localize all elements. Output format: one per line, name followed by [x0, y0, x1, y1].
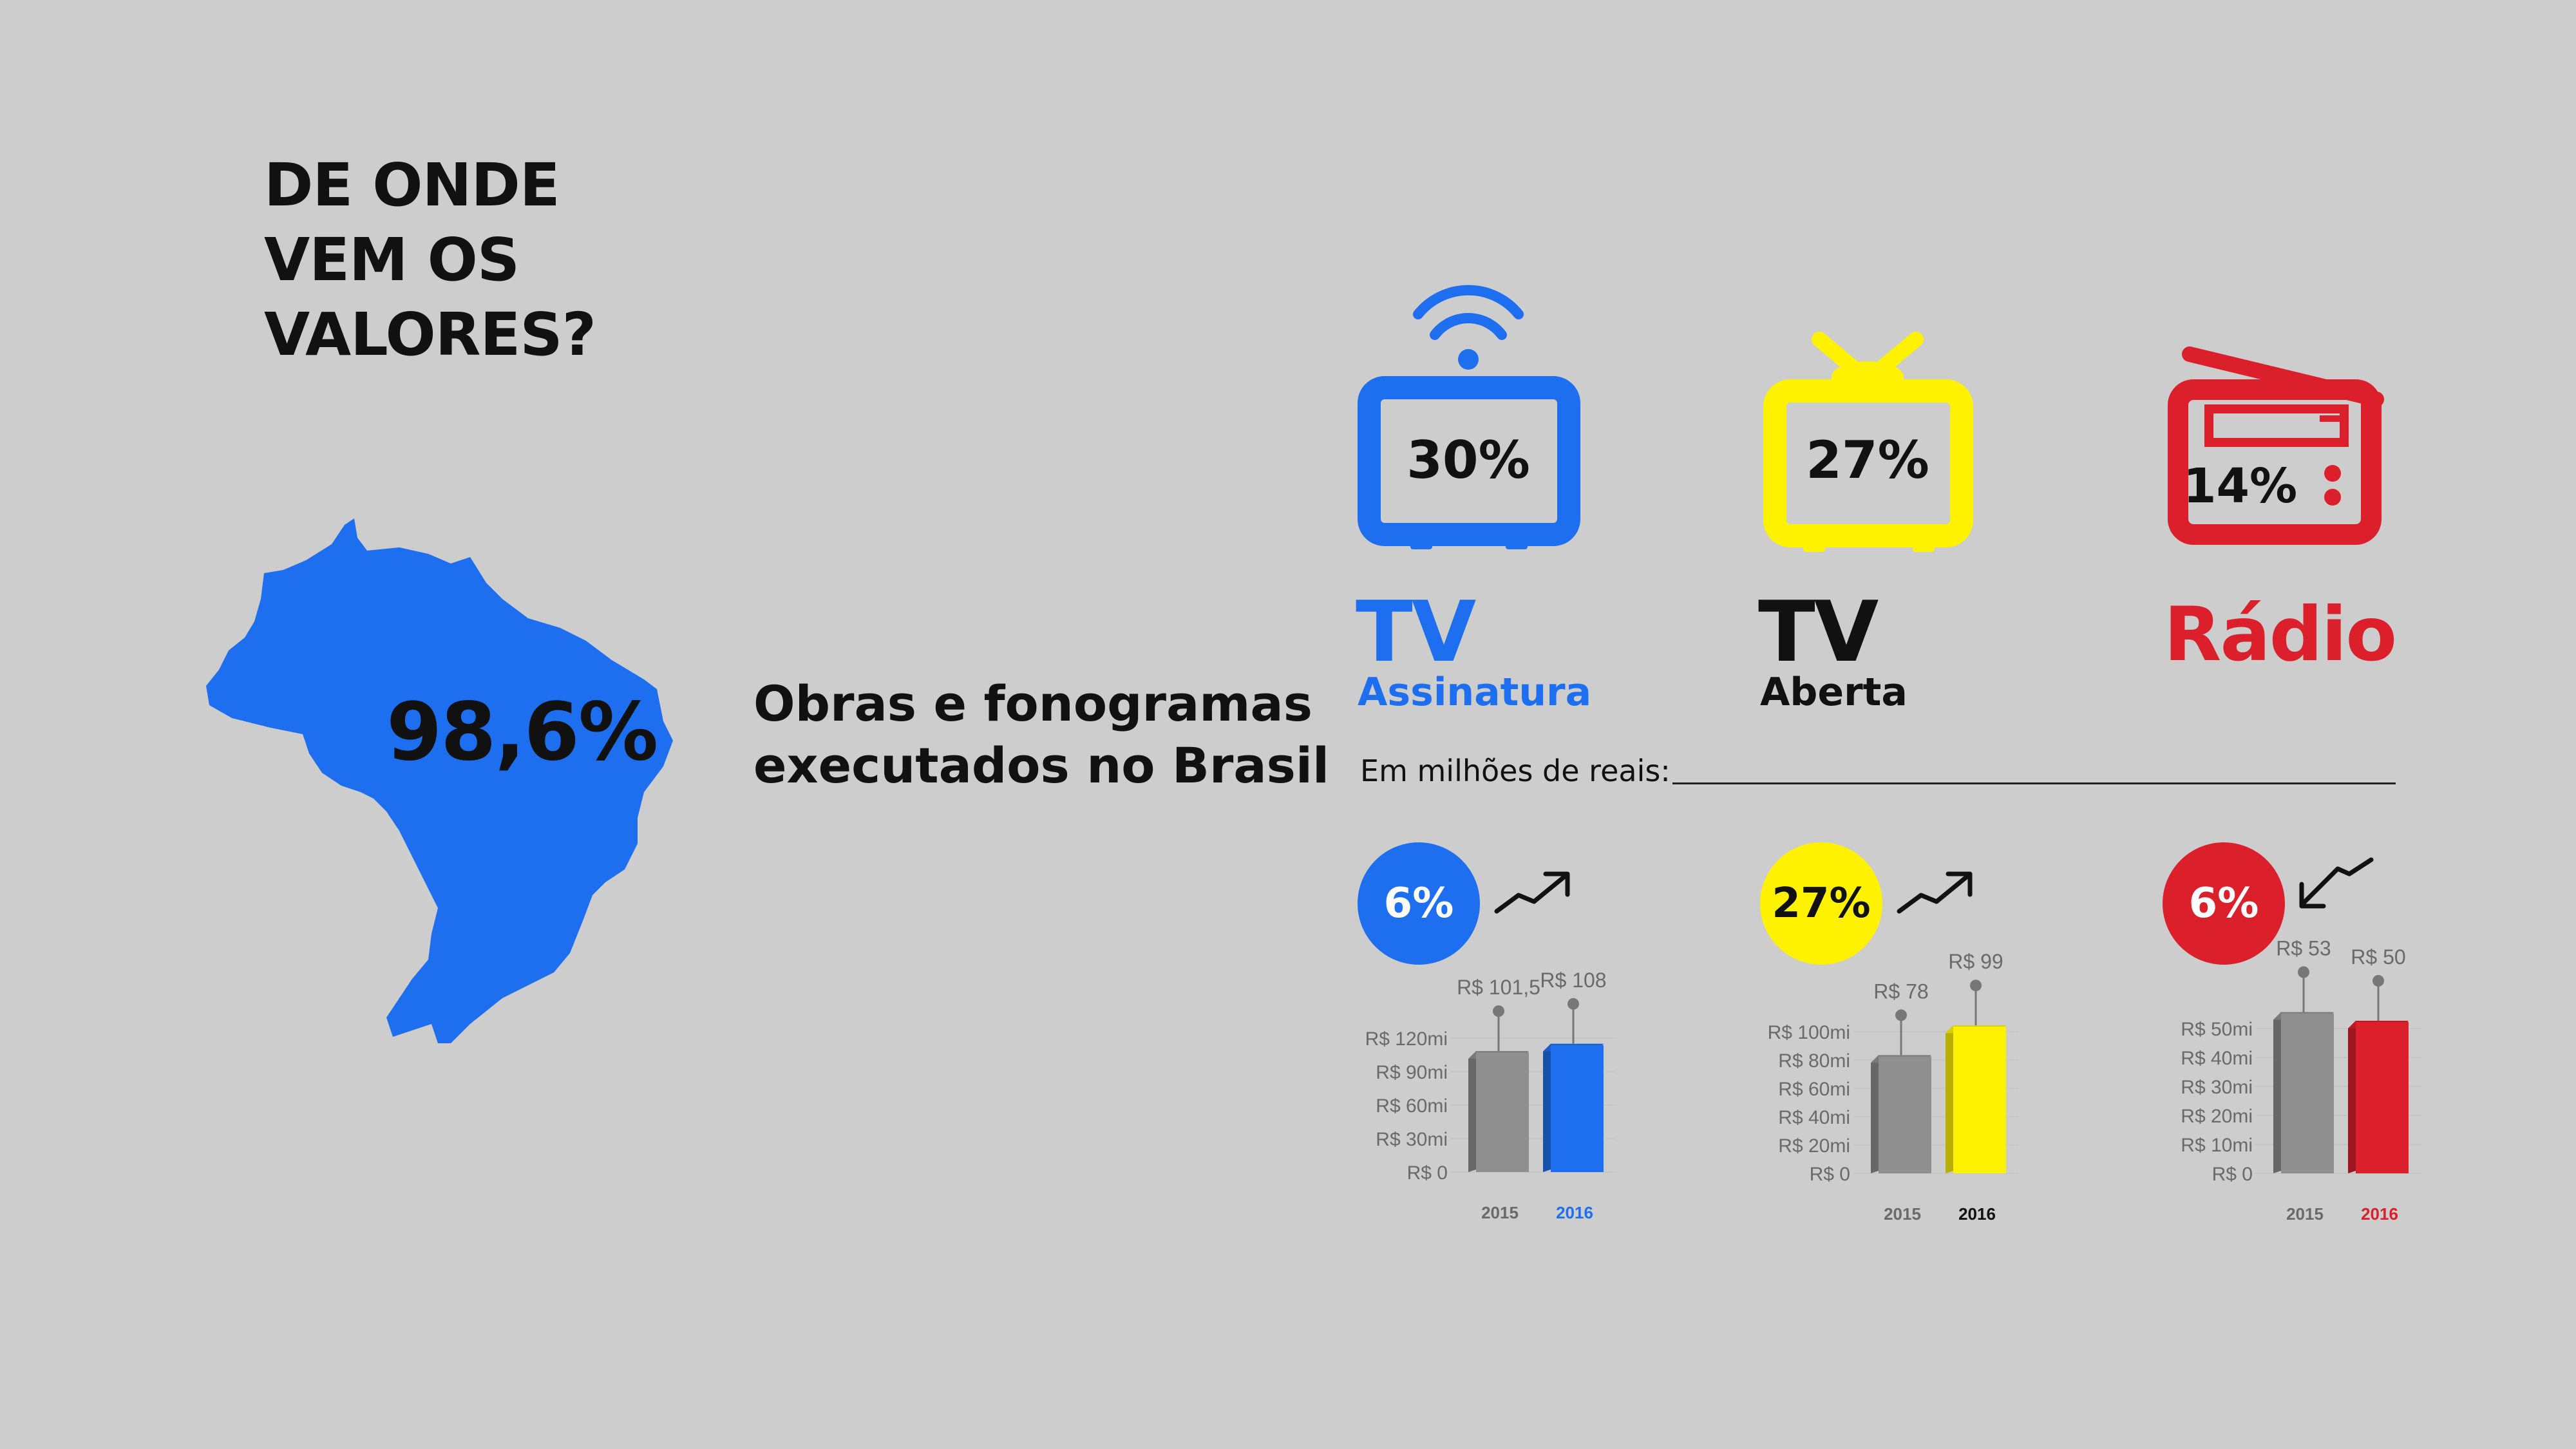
tv-assinatura-change-badge: 6% [1358, 842, 1480, 965]
leader-dot [2298, 966, 2309, 978]
tv-aberta-percent: 27% [1806, 430, 1929, 490]
y-tick-label: R$ 0 [1407, 1162, 1448, 1184]
bar [1551, 1045, 1604, 1172]
radio-change-badge: 6% [2163, 842, 2285, 965]
divider [1672, 782, 2396, 784]
value-label: R$ 101,5 [1457, 976, 1540, 999]
leader-dot [1493, 1005, 1504, 1018]
tv-assinatura-label: TV [1356, 583, 1476, 681]
y-tick-label: R$ 20mi [1778, 1135, 1850, 1157]
value-label: R$ 50 [2351, 945, 2405, 969]
bar [2281, 1013, 2334, 1173]
leader-dot [1567, 998, 1579, 1010]
tv-assinatura-percent: 30% [1406, 430, 1530, 490]
trend-up-icon [1897, 871, 1973, 914]
page-title: DE ONDE VEM OS VALORES? [264, 148, 596, 372]
y-tick-label: R$ 0 [1810, 1164, 1850, 1185]
x-tick-label: 2015 [1481, 1203, 1519, 1222]
radio-percent: 14% [2183, 459, 2298, 514]
bar-side [1543, 1043, 1551, 1172]
y-tick-label: R$ 40mi [2181, 1048, 2253, 1069]
value-label: R$ 78 [1873, 980, 1928, 1003]
radio-icon [2168, 346, 2384, 545]
wifi-tv-icon [1358, 285, 1580, 549]
trend-up-icon [1494, 871, 1570, 914]
y-tick-label: R$ 40mi [1778, 1107, 1850, 1128]
description-line: executados no Brasil [753, 737, 1330, 794]
radio-label: Rádio [2164, 591, 2397, 678]
title-line: DE ONDE [264, 151, 560, 220]
y-tick-label: R$ 10mi [2181, 1135, 2253, 1156]
y-tick-label: R$ 0 [2212, 1164, 2253, 1185]
description-line: Obras e fonogramas [753, 675, 1312, 732]
y-tick-label: R$ 80mi [1778, 1050, 1850, 1072]
x-tick-label: 2016 [1556, 1203, 1593, 1222]
bar-side [2273, 1012, 2281, 1173]
antenna-tv-icon [1763, 332, 1973, 552]
map-description: Obras e fonogramas executados no Brasil [753, 673, 1329, 797]
x-tick-label: 2016 [1958, 1204, 1996, 1224]
bar-side [1871, 1055, 1879, 1173]
leader-dot [1970, 980, 1982, 992]
tv-aberta-sublabel: Aberta [1760, 670, 1908, 715]
brazil-map-icon [206, 518, 673, 1043]
y-tick-label: R$ 30mi [2181, 1077, 2253, 1098]
tv-aberta-change-badge: 27% [1760, 842, 1882, 965]
tv-assinatura-sublabel: Assinatura [1358, 670, 1592, 715]
bar [1953, 1027, 2006, 1173]
y-tick-label: R$ 20mi [2181, 1106, 2253, 1127]
bar-side [2348, 1021, 2356, 1173]
y-tick-label: R$ 90mi [1376, 1062, 1448, 1083]
x-tick-label: 2015 [2286, 1204, 2324, 1224]
bar [1476, 1052, 1529, 1172]
y-tick-label: R$ 60mi [1778, 1079, 1850, 1100]
y-tick-label: R$ 60mi [1376, 1095, 1448, 1117]
value-label: R$ 108 [1540, 969, 1606, 992]
bar [1879, 1056, 1931, 1173]
unit-label: Em milhões de reais: [1360, 753, 1671, 788]
y-tick-label: R$ 50mi [2181, 1019, 2253, 1040]
bar-side [1946, 1025, 1953, 1173]
title-line: VALORES? [264, 300, 596, 369]
y-tick-label: R$ 100mi [1768, 1022, 1850, 1043]
chart-tv-aberta: R$ 0 R$ 20mi R$ 40mi R$ 60mi R$ 80mi R$ 100mi… [1768, 950, 2019, 1224]
chart-tv-assinatura: R$ 0 R$ 30mi R$ 60mi R$ 90mi R$ 120mi R$ 101,… [1365, 969, 1616, 1222]
leader-dot [2372, 975, 2384, 987]
map-percent: 98,6% [386, 686, 658, 779]
x-tick-label: 2016 [2361, 1204, 2398, 1224]
leader-dot [1895, 1009, 1907, 1021]
bar [2356, 1022, 2409, 1173]
value-label: R$ 53 [2276, 940, 2331, 960]
tv-aberta-label: TV [1758, 583, 1879, 681]
bar-side [1468, 1051, 1476, 1172]
trend-down-icon [2299, 857, 2374, 909]
chart-radio: R$ 0 R$ 10mi R$ 20mi R$ 30mi R$ 40mi R$ 50mi R… [2181, 940, 2421, 1224]
y-tick-label: R$ 120mi [1365, 1028, 1448, 1050]
title-line: VEM OS [264, 225, 520, 294]
y-tick-label: R$ 30mi [1376, 1129, 1448, 1150]
value-label: R$ 99 [1948, 950, 2003, 973]
x-tick-label: 2015 [1884, 1204, 1921, 1224]
